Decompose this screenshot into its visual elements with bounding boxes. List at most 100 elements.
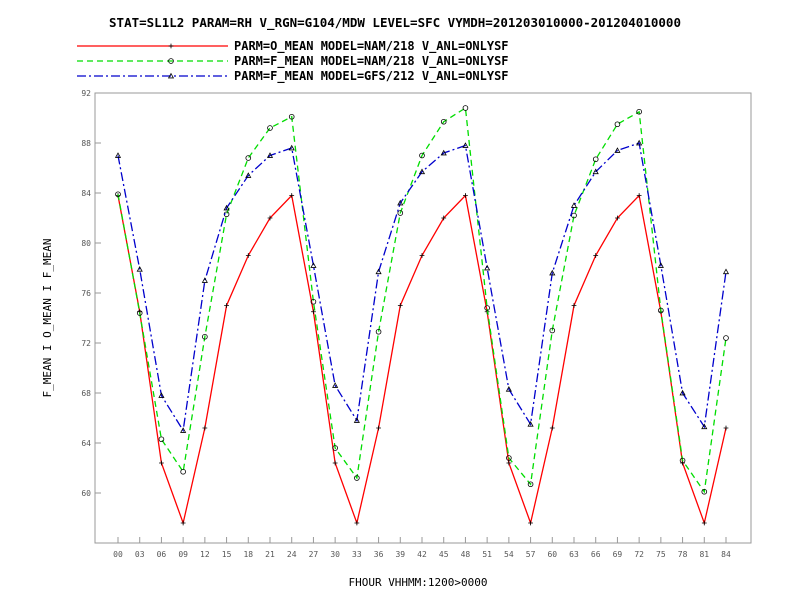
data-point xyxy=(354,475,360,481)
y-tick-label: 92 xyxy=(81,89,91,98)
y-tick-label: 88 xyxy=(81,139,91,148)
data-point xyxy=(332,460,338,466)
x-tick-label: 45 xyxy=(439,550,449,559)
series-layer xyxy=(114,105,730,526)
data-point xyxy=(592,156,599,163)
x-tick-label: 78 xyxy=(678,550,688,559)
data-point xyxy=(224,303,229,308)
data-point xyxy=(266,152,274,158)
data-point xyxy=(636,193,642,198)
data-point xyxy=(114,152,122,158)
data-point xyxy=(658,307,664,314)
y-tick-label: 76 xyxy=(81,289,91,298)
data-point xyxy=(657,262,664,268)
x-tick-label: 72 xyxy=(634,550,644,559)
data-point xyxy=(288,144,295,151)
x-tick-label: 06 xyxy=(157,550,167,559)
x-tick-label: 42 xyxy=(417,550,427,559)
x-tick-label: 39 xyxy=(395,550,405,559)
data-point xyxy=(201,277,208,283)
data-point xyxy=(506,460,512,466)
data-point xyxy=(311,309,316,315)
chart-title: STAT=SL1L2 PARAM=RH V_RGN=G104/MDW LEVEL… xyxy=(109,15,681,31)
x-tick-label: 03 xyxy=(135,550,145,559)
data-point xyxy=(354,520,360,526)
data-point xyxy=(571,212,577,219)
data-point xyxy=(701,488,708,495)
data-point xyxy=(723,425,729,431)
data-point xyxy=(267,125,273,131)
data-point xyxy=(419,152,425,159)
data-point xyxy=(484,305,490,311)
y-axis-label: F_MEAN I O_MEAN I F_MEAN xyxy=(41,239,54,398)
x-tick-label: 66 xyxy=(591,550,601,559)
series-1 xyxy=(115,193,729,526)
data-point xyxy=(484,264,491,271)
y-axis-ticks: 60 64 68 72 76 80 84 88 92 xyxy=(81,89,101,498)
data-point xyxy=(549,269,556,276)
data-point xyxy=(202,333,208,340)
data-point xyxy=(180,520,186,526)
data-point xyxy=(636,139,643,146)
x-tick-label: 48 xyxy=(461,550,471,559)
x-axis-label: FHOUR VHHMM:1200>0000 xyxy=(348,576,487,589)
x-tick-label: 27 xyxy=(309,550,319,559)
x-tick-label: 12 xyxy=(200,550,210,559)
data-point xyxy=(419,253,425,258)
data-point xyxy=(158,392,165,398)
x-tick-label: 18 xyxy=(243,550,253,559)
data-point xyxy=(679,457,686,464)
data-point xyxy=(267,215,273,221)
x-tick-label: 51 xyxy=(482,550,492,559)
data-point xyxy=(593,253,599,258)
data-point xyxy=(310,298,317,305)
data-point xyxy=(136,310,143,316)
data-point xyxy=(723,335,729,341)
data-point xyxy=(615,215,620,221)
data-point xyxy=(505,386,512,392)
data-point xyxy=(571,303,577,308)
data-point xyxy=(289,193,295,198)
y-tick-label: 84 xyxy=(81,189,91,198)
data-point xyxy=(375,268,382,275)
data-point xyxy=(115,191,121,198)
data-point xyxy=(180,468,186,475)
data-point xyxy=(168,43,174,49)
data-point xyxy=(614,121,621,128)
legend: PARM=O_MEAN MODEL=NAM/218 V_ANL=ONLYSFPA… xyxy=(77,39,509,84)
x-tick-label: 75 xyxy=(656,550,666,559)
data-point xyxy=(353,417,360,423)
data-point xyxy=(168,58,174,64)
data-point xyxy=(570,202,578,208)
data-point xyxy=(636,108,642,115)
data-point xyxy=(332,382,339,388)
legend-label: PARM=O_MEAN MODEL=NAM/218 V_ANL=ONLYSF xyxy=(234,39,509,54)
data-point xyxy=(528,520,533,526)
x-tick-label: 00 xyxy=(113,550,123,559)
data-point xyxy=(463,193,468,198)
x-tick-label: 36 xyxy=(374,550,384,559)
x-tick-label: 09 xyxy=(178,550,188,559)
data-point xyxy=(462,105,469,111)
series-line xyxy=(117,194,727,526)
x-tick-label: 33 xyxy=(352,550,362,559)
data-point xyxy=(332,445,338,451)
series-2 xyxy=(115,105,729,495)
data-point xyxy=(506,455,512,461)
y-tick-label: 64 xyxy=(81,439,91,448)
y-tick-label: 72 xyxy=(81,339,91,348)
x-tick-label: 63 xyxy=(569,550,579,559)
data-point xyxy=(245,172,252,178)
legend-label: PARM=F_MEAN MODEL=NAM/218 V_ANL=ONLYSF xyxy=(234,54,509,69)
data-point xyxy=(614,147,621,153)
data-point xyxy=(527,481,534,488)
x-tick-label: 69 xyxy=(613,550,623,559)
data-point xyxy=(440,149,447,156)
data-point xyxy=(441,215,447,221)
data-point xyxy=(223,204,230,211)
data-point xyxy=(549,425,555,431)
data-point xyxy=(397,303,403,308)
x-tick-label: 84 xyxy=(721,550,731,559)
data-point xyxy=(245,155,252,161)
data-point xyxy=(397,199,404,206)
